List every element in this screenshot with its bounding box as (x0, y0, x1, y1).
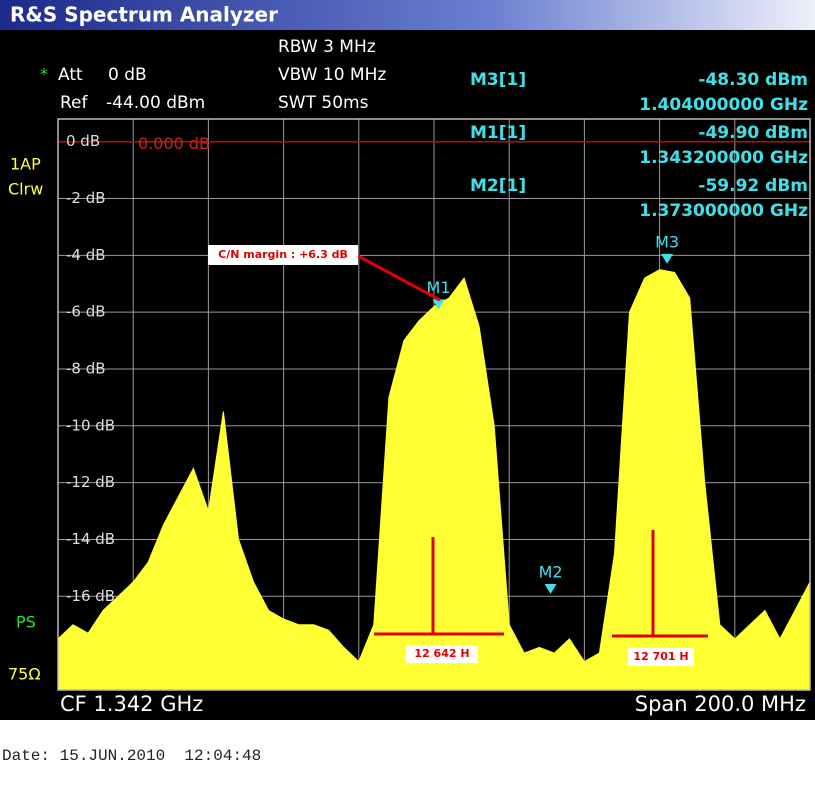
marker-table-name: M2[1] (470, 176, 526, 196)
marker-label: M3 (655, 232, 679, 251)
marker-table-freq: 1.343200000 GHz (639, 148, 808, 168)
trace-mode: 1AP (10, 155, 41, 174)
y-tick-label: -12 dB (66, 473, 115, 491)
annotation: 12 642 H (414, 647, 469, 660)
annotation: C/N margin : +6.3 dB (218, 248, 348, 261)
marker-table-level: -49.90 dBm (698, 123, 808, 143)
rbw: RBW 3 MHz (278, 37, 376, 57)
marker (544, 583, 557, 594)
center-frequency: CF 1.342 GHz (60, 692, 203, 716)
annotation: 12 701 H (633, 650, 688, 663)
y-tick-label: -10 dB (66, 416, 115, 434)
marker-table-name: M3[1] (470, 70, 526, 90)
annotation-box (628, 648, 694, 666)
chart-title: R&S Spectrum Analyzer (10, 3, 278, 27)
att-label: Att (58, 65, 83, 85)
marker (661, 253, 674, 264)
y-tick-label: -6 dB (66, 303, 106, 321)
y-tick-label: -16 dB (66, 587, 115, 605)
marker-label: M1 (427, 278, 451, 297)
marker-table-level: -59.92 dBm (698, 176, 808, 196)
reference-line-label: 0.000 dB (138, 134, 210, 153)
annotation-box (208, 245, 358, 265)
trace-mode: Clrw (8, 180, 43, 199)
marker-label: M2 (539, 562, 563, 581)
vbw: VBW 10 MHz (278, 65, 386, 85)
att-value: 0 dB (108, 65, 147, 85)
title-bar (0, 0, 815, 30)
marker-table-name: M1[1] (470, 123, 526, 143)
ref-label: Ref (60, 93, 89, 113)
annotation-box (406, 645, 478, 663)
marker-table: M3[1] -48.30 dBm 1.404000000 GHz M1[1] -49.9… (470, 70, 808, 221)
swt: SWT 50ms (278, 93, 369, 113)
marker-table-freq: 1.373000000 GHz (639, 201, 808, 221)
span: Span 200.0 MHz (635, 692, 806, 716)
y-tick-label: -8 dB (66, 359, 106, 377)
plot: 0.000 dB 0 dB -2 dB -4 dB -6 dB -8 dB -10 dB -1… (57, 118, 811, 691)
plot-border (57, 118, 811, 691)
impedance: 75Ω (8, 665, 41, 684)
ref-level: -44.00 dBm (106, 93, 205, 113)
overlay: C/N margin : +6.3 dB 12 642 H 12 701 H (208, 245, 708, 666)
marker (432, 299, 445, 310)
annotation-arrow (357, 254, 441, 302)
marker-table-level: -48.30 dBm (698, 70, 808, 90)
att-star: * (40, 65, 48, 84)
ps-indicator: PS (16, 613, 36, 632)
y-tick-label: -4 dB (66, 246, 106, 264)
marker-table-freq: 1.404000000 GHz (639, 95, 808, 115)
y-tick-label: -2 dB (66, 189, 106, 207)
date: Date: 15.JUN.2010 12:04:48 (2, 747, 261, 765)
y-tick-label: -14 dB (66, 530, 115, 548)
y-tick-label: 0 dB (66, 132, 100, 150)
